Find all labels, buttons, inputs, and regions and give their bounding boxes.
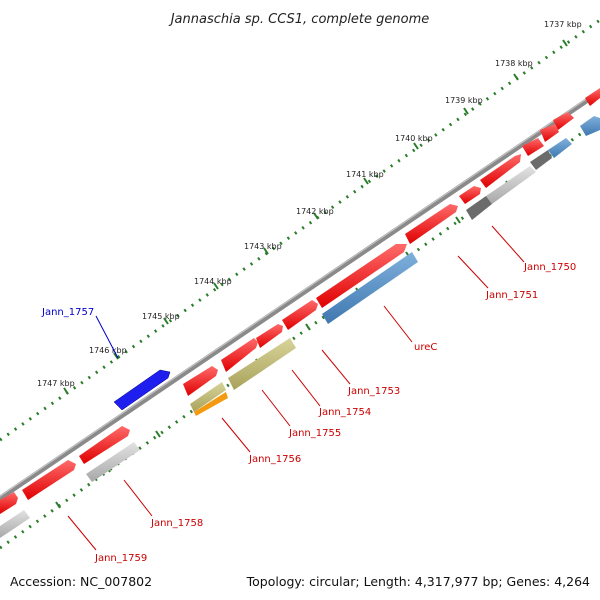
kbp-label: 1742 kbp <box>296 207 334 216</box>
gene-label-urec[interactable]: ureC <box>414 342 437 353</box>
gene-block[interactable] <box>548 138 572 158</box>
major-tick <box>55 501 61 509</box>
gene-arrow-jann-1754[interactable] <box>256 324 283 348</box>
gene-arrow-jann-1755[interactable] <box>221 338 258 372</box>
gene-label-jann-1754[interactable]: Jann_1754 <box>318 407 371 418</box>
genome-backbone <box>0 88 600 502</box>
gene-block[interactable] <box>466 196 492 220</box>
gene-arrow[interactable] <box>585 88 600 106</box>
reverse-gene-track <box>0 116 600 538</box>
major-tick <box>113 352 119 360</box>
gene-arrow-jann-1757[interactable] <box>113 369 171 411</box>
accession-text: Accession: NC_007802 <box>10 574 152 589</box>
outer-tick-ring <box>0 18 600 442</box>
major-tick <box>213 282 219 290</box>
gene-arrow-jann-1758[interactable] <box>79 426 130 464</box>
leader-line-jann-1751 <box>457 255 489 289</box>
gene-label-jann-1751[interactable]: Jann_1751 <box>485 290 538 301</box>
gene-arrow[interactable] <box>0 492 18 514</box>
leader-lines <box>67 225 525 551</box>
kbp-label: 1741 kbp <box>346 170 384 179</box>
gene-block[interactable] <box>530 150 552 170</box>
leader-line-jann-1754 <box>291 369 321 407</box>
gene-label-jann-1757[interactable]: Jann_1757 <box>41 307 94 318</box>
leader-line-jann-1753 <box>321 349 351 385</box>
gene-arrow[interactable] <box>540 124 559 142</box>
kbp-label: 1746 kbp <box>89 346 127 355</box>
leader-line-jann-1755 <box>261 389 291 427</box>
major-tick <box>463 107 469 115</box>
kbp-label: 1747 kbp <box>37 379 75 388</box>
leader-line-jann-1759 <box>67 515 97 551</box>
genome-summary-text: Topology: circular; Length: 4,317,977 bp… <box>246 574 590 589</box>
gene-block-jann-1755[interactable] <box>190 382 226 412</box>
gene-arrow-jann-1751[interactable] <box>405 204 458 244</box>
gene-arrow[interactable] <box>553 112 574 130</box>
outer-major-ticks <box>63 39 568 395</box>
gene-label-jann-1750[interactable]: Jann_1750 <box>523 262 576 273</box>
major-tick <box>63 387 69 395</box>
gene-label-jann-1755[interactable]: Jann_1755 <box>288 428 341 439</box>
scale-labels: 1737 kbp 1738 kbp 1739 kbp 1740 kbp 1741… <box>37 20 582 388</box>
gene-arrow-jann-1759[interactable] <box>22 460 76 500</box>
gene-block-jann-1758[interactable] <box>86 442 140 482</box>
gene-label-jann-1753[interactable]: Jann_1753 <box>347 386 400 397</box>
leader-line-jann-1750 <box>491 225 525 263</box>
major-tick <box>562 39 568 47</box>
major-tick <box>513 73 519 81</box>
leader-line-jann-1758 <box>123 479 153 517</box>
kbp-label: 1745 kbp <box>142 312 180 321</box>
gene-arrow[interactable] <box>522 138 544 156</box>
kbp-label: 1738 kbp <box>495 59 533 68</box>
kbp-label: 1740 kbp <box>395 134 433 143</box>
gene-arrow-jann-1756[interactable] <box>183 366 218 396</box>
gene-label-jann-1756[interactable]: Jann_1756 <box>248 454 301 465</box>
major-tick <box>455 216 461 224</box>
gene-block-jann-1754[interactable] <box>228 338 296 390</box>
gene-block[interactable] <box>580 116 600 136</box>
major-tick <box>305 323 311 331</box>
major-tick <box>155 430 161 438</box>
forward-gene-track <box>0 88 600 514</box>
major-tick <box>413 142 419 150</box>
major-tick <box>363 177 369 185</box>
gene-block[interactable] <box>486 166 536 204</box>
kbp-label: 1737 kbp <box>544 20 582 29</box>
major-tick <box>313 212 319 220</box>
major-tick <box>263 247 269 255</box>
leader-line-urec <box>383 305 413 343</box>
genome-backbone-highlight <box>0 89 600 497</box>
leader-line-jann-1757 <box>95 315 119 359</box>
kbp-label: 1739 kbp <box>445 96 483 105</box>
gene-label-jann-1759[interactable]: Jann_1759 <box>94 553 147 564</box>
gene-labels: Jann_1757 Jann_1750 Jann_1751 ureC Jann_… <box>41 262 576 564</box>
gene-arrow-urec[interactable] <box>316 244 407 308</box>
gene-arrow[interactable] <box>480 154 521 188</box>
gene-block-jann-1759[interactable] <box>0 510 30 538</box>
kbp-label: 1744 kbp <box>194 277 232 286</box>
gene-label-jann-1758[interactable]: Jann_1758 <box>150 518 203 529</box>
page-title: Jannaschia sp. CCS1, complete genome <box>168 12 430 27</box>
gene-arrow[interactable] <box>459 186 481 204</box>
kbp-label: 1743 kbp <box>244 242 282 251</box>
major-tick <box>163 317 169 325</box>
gene-block-jann-1756[interactable] <box>194 392 228 416</box>
gene-block-urec[interactable] <box>322 252 418 324</box>
leader-line-jann-1756 <box>221 417 251 453</box>
gene-arrow-jann-1753[interactable] <box>282 300 318 330</box>
